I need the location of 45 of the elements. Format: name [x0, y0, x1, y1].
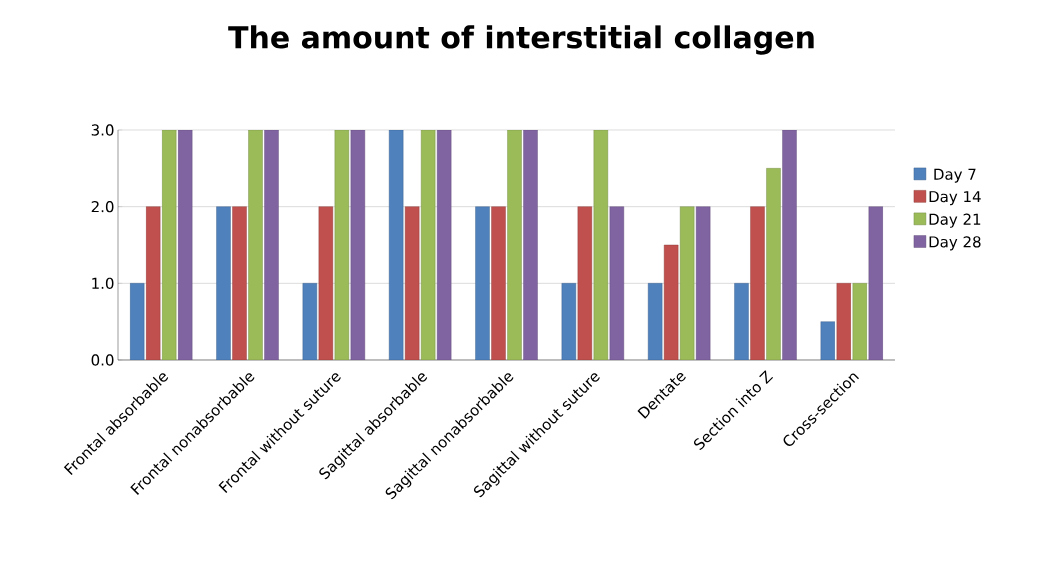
bar [420, 129, 436, 360]
bar [734, 283, 749, 360]
y-tick-label: 3.0 [91, 124, 114, 136]
bar [264, 129, 279, 360]
bar [577, 206, 593, 360]
bar [836, 283, 852, 360]
bar [868, 206, 884, 360]
y-tick-label: 0.0 [91, 354, 114, 366]
bar [404, 206, 420, 360]
bar [491, 206, 506, 360]
bar [523, 129, 538, 360]
bar [593, 129, 609, 360]
y-tick-label: 1.0 [92, 277, 114, 289]
legend-label: Day 7 [934, 168, 976, 183]
bar [318, 206, 334, 360]
bar [750, 206, 765, 360]
bar [248, 129, 263, 360]
bar [695, 206, 711, 360]
bar [782, 129, 797, 360]
bar [216, 206, 231, 360]
bar [145, 206, 161, 360]
bar [129, 283, 145, 360]
legend-label: Day 21 [929, 213, 981, 228]
bar [475, 206, 490, 360]
legend-label: Day 14 [929, 191, 981, 206]
bar [161, 129, 177, 360]
bar [388, 129, 404, 360]
bar [820, 321, 836, 360]
bar [177, 129, 193, 360]
bar [232, 206, 247, 360]
bar [302, 283, 318, 360]
y-tick-label: 2.0 [91, 200, 114, 213]
bar [334, 129, 350, 360]
chart-title: The amount of interstitial collagen [228, 25, 814, 55]
bar [663, 244, 679, 360]
bar [647, 283, 663, 360]
bar [679, 206, 695, 360]
bar [766, 168, 781, 360]
bar [561, 283, 577, 360]
legend-label: Day 28 [929, 236, 981, 251]
bar [436, 129, 452, 360]
bar [507, 129, 522, 360]
bar [852, 283, 868, 360]
bar [350, 129, 366, 360]
bar [609, 206, 625, 360]
